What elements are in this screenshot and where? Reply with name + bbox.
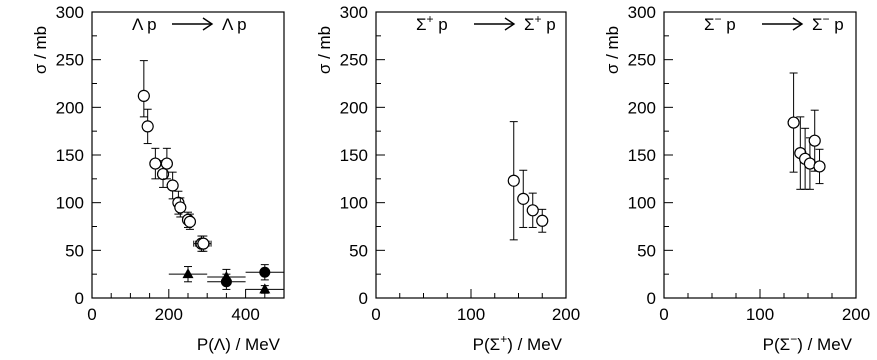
data-point (517, 169, 530, 228)
open-circle-marker (536, 214, 549, 227)
y-tick-label: 150 (628, 146, 656, 165)
y-tick-label: 200 (56, 98, 84, 117)
open-circle-marker (166, 179, 179, 192)
data-point (207, 273, 246, 290)
plot-frame (663, 11, 857, 299)
plot-frame (91, 11, 285, 299)
panel-2: 0 50 100 150 200 250 300 0 100 200 σ / mb P(Σ+) / M… (315, 3, 580, 354)
y-tick-label: 50 (349, 241, 368, 260)
open-circle-marker (526, 204, 539, 217)
y-tick-label: 300 (340, 3, 368, 22)
open-circle-marker (507, 174, 520, 187)
y-tick-label: 150 (340, 146, 368, 165)
y-tick-label: 50 (637, 241, 656, 260)
x-tick-label: 0 (659, 305, 668, 324)
y-tick-label: 0 (75, 289, 84, 308)
x-axis-title: P(Λ) / MeV (197, 335, 281, 354)
open-circle-marker (160, 157, 173, 170)
x-axis-title: P(Σ−) / MeV (763, 332, 853, 354)
y-tick-label: 250 (340, 51, 368, 70)
y-tick-label: 200 (340, 98, 368, 117)
x-tick-label: 200 (552, 305, 580, 324)
data-point (156, 160, 170, 188)
data-point (787, 72, 800, 173)
data-point (245, 283, 284, 294)
y-tick-label: 50 (65, 241, 84, 260)
data-point (813, 148, 826, 185)
filled-triangle-marker (182, 268, 194, 279)
x-tick-label: 0 (87, 305, 96, 324)
panel-3: 0 50 100 150 200 250 300 0 100 200 σ / mb P(Σ−) / M… (603, 3, 870, 354)
y-axis-title: σ / mb (315, 26, 334, 74)
panel-title: Λ p (132, 15, 157, 34)
data-point (160, 147, 173, 180)
y-tick-label: 0 (359, 289, 368, 308)
filled-circle-marker (220, 276, 232, 288)
data-point (174, 197, 187, 218)
data-point (808, 109, 821, 172)
panel-title: Σ+ p (416, 12, 448, 34)
panel-title-right: Σ− p (812, 12, 844, 34)
panel-title-right: Λ p (222, 15, 247, 34)
data-point (168, 266, 208, 283)
filled-circle-marker (259, 266, 271, 278)
panel-title-right: Σ+ p (524, 12, 556, 34)
data-point (526, 192, 539, 228)
filled-triangle-marker (259, 283, 271, 294)
data-point (195, 235, 212, 252)
data-point (137, 60, 150, 118)
open-circle-marker (156, 167, 170, 181)
x-axis-title: P(Σ+) / MeV (473, 332, 563, 354)
y-tick-label: 100 (340, 194, 368, 213)
x-tick-label: 100 (457, 305, 485, 324)
data-point (183, 213, 197, 230)
x-tick-label: 400 (231, 305, 259, 324)
data-point (536, 208, 549, 233)
open-circle-marker (813, 160, 826, 173)
panel-title: Σ− p (704, 12, 736, 34)
plot-frame (375, 11, 567, 299)
y-tick-label: 300 (628, 3, 656, 22)
open-circle-marker (517, 192, 530, 205)
y-tick-label: 100 (56, 194, 84, 213)
reaction-arrow-head (504, 17, 516, 31)
y-tick-label: 250 (56, 51, 84, 70)
x-tick-label: 0 (371, 305, 380, 324)
open-circle-marker (149, 157, 162, 170)
y-tick-label: 250 (628, 51, 656, 70)
open-circle-marker (174, 201, 187, 214)
x-tick-label: 200 (155, 305, 183, 324)
x-tick-label: 100 (746, 305, 774, 324)
open-circle-marker (137, 89, 150, 102)
open-circle-marker (787, 116, 800, 129)
x-tick-label: 200 (842, 305, 870, 324)
y-tick-label: 150 (56, 146, 84, 165)
open-circle-marker (197, 237, 210, 250)
y-axis-title: σ / mb (603, 26, 622, 74)
y-tick-label: 200 (628, 98, 656, 117)
data-point (141, 108, 154, 145)
open-circle-marker (808, 134, 821, 147)
open-circle-marker (141, 120, 154, 133)
open-circle-marker (183, 215, 197, 228)
y-axis-title: σ / mb (31, 26, 50, 74)
y-tick-label: 0 (647, 289, 656, 308)
reaction-arrow-head (792, 17, 804, 31)
y-tick-label: 100 (628, 194, 656, 213)
reaction-arrow-head (202, 17, 214, 31)
data-point (245, 264, 284, 281)
data-point (507, 121, 520, 241)
panel-1: 0 50 100 150 200 250 300 0 200 400 σ / mb P(Λ) / Me… (31, 3, 285, 354)
data-point (166, 171, 179, 200)
y-tick-label: 300 (56, 3, 84, 22)
